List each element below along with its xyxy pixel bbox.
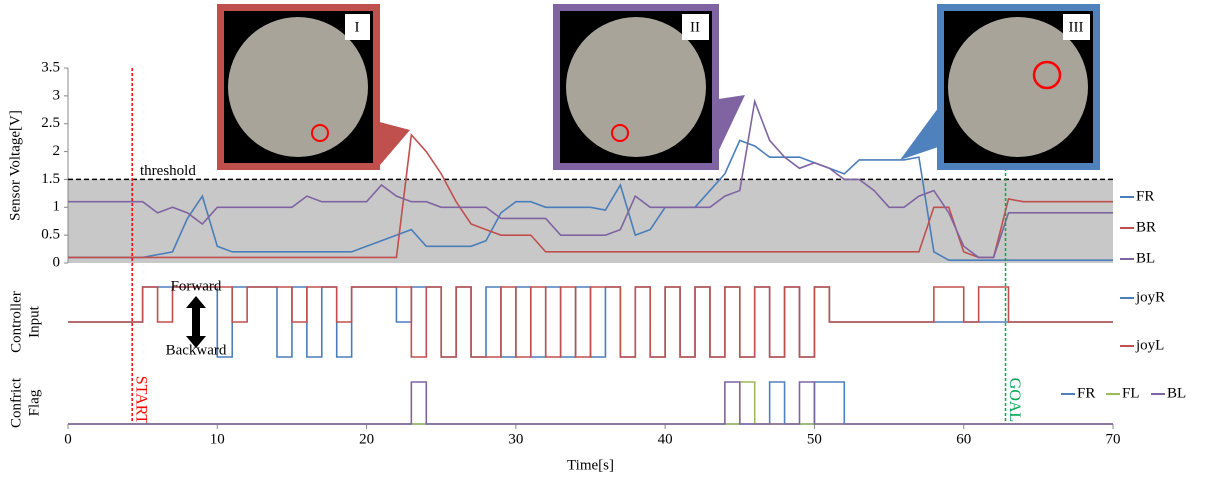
y-tick-label: 3.5 (41, 59, 60, 75)
series-line (68, 381, 1113, 425)
y-axis-label: Sensor Voltage[V] (7, 110, 23, 221)
event-label: GOAL (1006, 378, 1023, 422)
fisheye (228, 17, 368, 157)
callout (712, 95, 745, 150)
event-label: START (133, 376, 150, 425)
y-tick-label: 1.5 (41, 171, 60, 187)
circle-mark (611, 124, 629, 142)
series-line (68, 381, 1113, 425)
x-tick-label: 60 (956, 431, 971, 447)
series-line (68, 381, 1113, 425)
arrow (186, 296, 206, 348)
inset-label: I (355, 19, 360, 35)
y-tick-label: 3 (53, 87, 61, 103)
x-tick-label: 30 (508, 431, 523, 447)
legend-label: FR (1136, 188, 1154, 204)
legend-label: joyL (1135, 337, 1164, 353)
legend-label: BL (1136, 250, 1155, 266)
series-line (68, 139, 1113, 262)
y-tick-label: 0 (53, 254, 61, 270)
fisheye (948, 17, 1088, 157)
y-axis-label: Flag (26, 389, 42, 416)
y-tick-label: 2.5 (41, 115, 60, 131)
y-axis-label: Confrict (8, 377, 24, 428)
inset-3: III (900, 4, 1100, 170)
callout (900, 100, 944, 160)
y-axis-label: Input (26, 305, 42, 337)
y-tick-label: 1 (53, 199, 61, 215)
callout (372, 120, 410, 165)
y-tick-label: 0.5 (41, 227, 60, 243)
label-box (345, 14, 370, 40)
x-tick-label: 20 (359, 431, 374, 447)
legend-label: BR (1136, 219, 1156, 235)
y-axis-label: Controller (8, 291, 24, 353)
plot-area: Sensor Voltage[V] Controller Input Confrict… (7, 67, 1114, 429)
series-line (68, 286, 1113, 358)
x-tick-label: 10 (210, 431, 225, 447)
fisheye (566, 17, 706, 157)
series-line (68, 98, 1113, 259)
label-box (682, 14, 709, 40)
circle-mark (311, 124, 329, 142)
threshold-label: threshold (140, 163, 196, 179)
x-tick-label: 50 (807, 431, 822, 447)
x-tick-label: 70 (1106, 431, 1121, 447)
label-box (1063, 14, 1090, 40)
annotation: Backward (166, 342, 227, 358)
inset-2: II (553, 4, 745, 170)
annotation: Forward (171, 278, 222, 294)
inset-label: III (1069, 19, 1084, 35)
series-line (68, 133, 1113, 259)
circle-mark (1032, 60, 1062, 90)
legend-label: joyR (1135, 289, 1165, 305)
x-axis-label: Time[s] (567, 457, 614, 473)
x-tick-label: 40 (658, 431, 673, 447)
legend-label: BL (1167, 385, 1186, 401)
y-tick-label: 2 (53, 143, 61, 159)
inset-label: II (690, 19, 700, 35)
legend-label: FL (1122, 385, 1140, 401)
x-tick-label: 0 (64, 431, 72, 447)
inset-1: I (217, 4, 410, 170)
threshold-band (68, 179, 1113, 263)
legend-label: FR (1077, 385, 1095, 401)
